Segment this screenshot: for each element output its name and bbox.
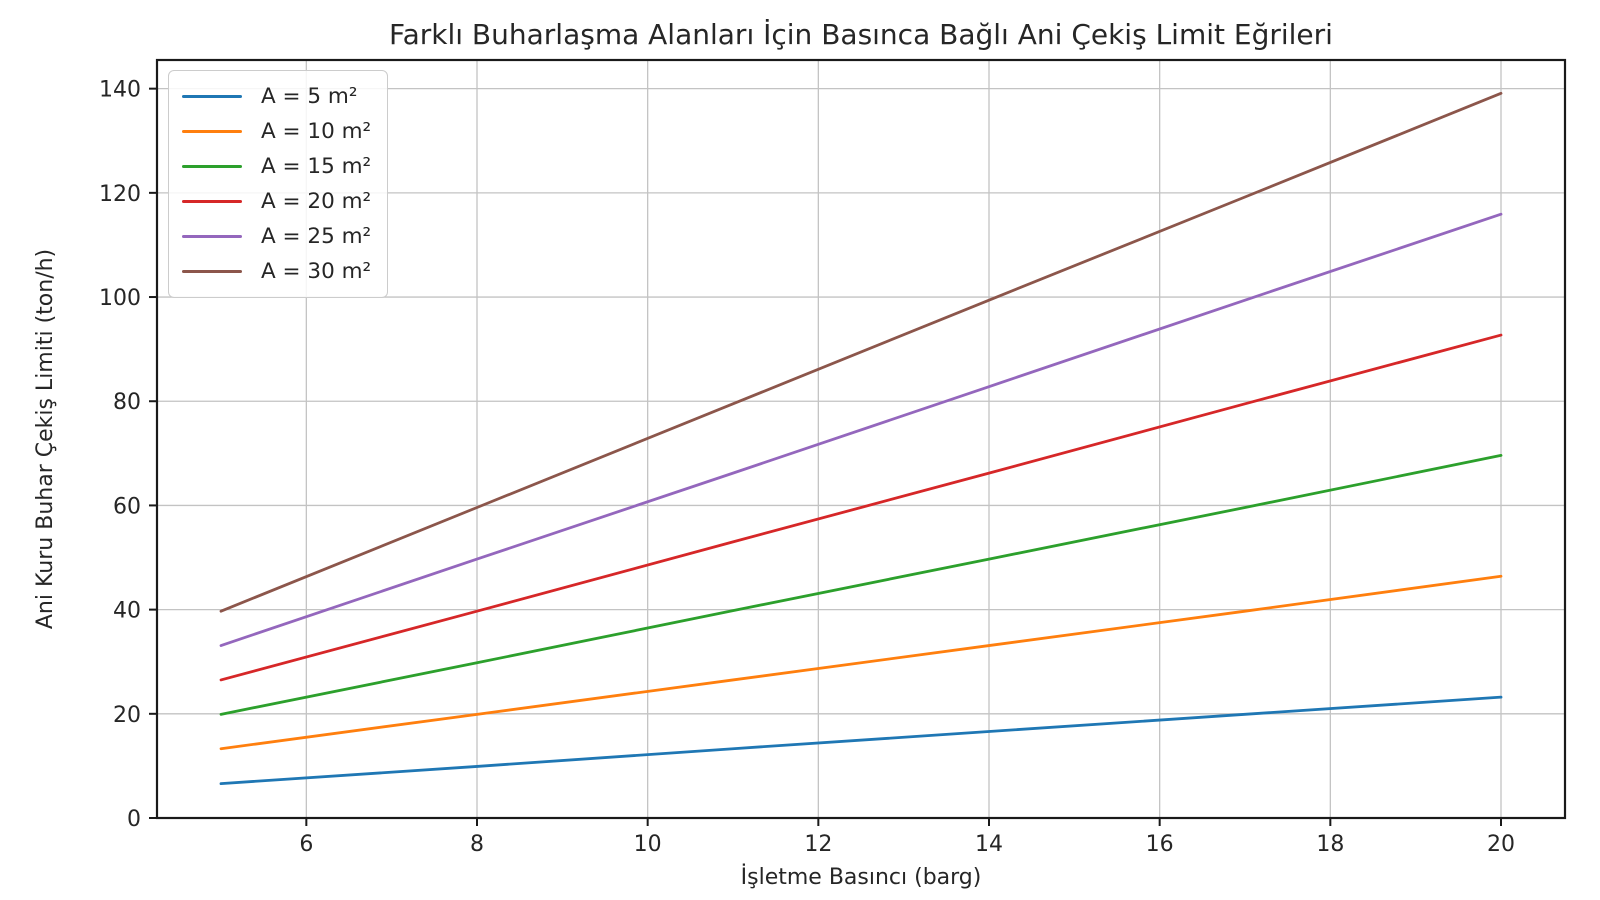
- legend-line-swatch: [182, 94, 242, 99]
- y-tick-label: 80: [113, 390, 141, 415]
- legend-line-swatch: [182, 199, 242, 204]
- legend-item: A = 5 m²: [182, 80, 371, 113]
- x-axis-label: İşletme Basıncı (barg): [741, 864, 982, 890]
- y-tick-label: 60: [113, 494, 141, 519]
- y-tick-label: 120: [99, 182, 141, 207]
- legend-line-swatch: [182, 234, 242, 239]
- series-line-10: [219, 574, 1503, 751]
- x-tick-label: 14: [975, 832, 1003, 857]
- x-tick-label: 6: [299, 832, 313, 857]
- y-tick-label: 100: [99, 286, 141, 311]
- y-tick-label: 20: [113, 703, 141, 728]
- legend-line-swatch: [182, 129, 242, 134]
- legend-line-swatch: [182, 164, 242, 169]
- legend-item: A = 10 m²: [182, 115, 371, 148]
- legend-item: A = 30 m²: [182, 255, 371, 288]
- legend-line-swatch: [182, 269, 242, 274]
- legend-item: A = 25 m²: [182, 220, 371, 253]
- legend-item: A = 15 m²: [182, 150, 371, 183]
- series-line-25: [219, 212, 1503, 647]
- x-tick-label: 18: [1316, 832, 1344, 857]
- gridlines: [157, 60, 1565, 819]
- y-axis-label: Ani Kuru Buhar Çekiş Limiti (ton/h): [33, 249, 58, 629]
- x-tick-label: 16: [1146, 832, 1174, 857]
- legend-item-label: A = 25 m²: [261, 224, 372, 249]
- legend-item-label: A = 15 m²: [261, 154, 372, 179]
- plot-border: [155, 58, 1567, 820]
- x-tick-label: 12: [804, 832, 832, 857]
- x-tick-label: 10: [634, 832, 662, 857]
- series-line-15: [219, 454, 1503, 716]
- x-tick-label: 20: [1487, 832, 1515, 857]
- legend-item: A = 20 m²: [182, 185, 371, 218]
- y-tick-label: 40: [113, 599, 141, 624]
- chart-title: Farklı Buharlaşma Alanları İçin Basınca …: [389, 18, 1333, 51]
- series-lines: [219, 91, 1503, 786]
- legend-item-label: A = 5 m²: [261, 84, 358, 109]
- y-tick-label: 140: [99, 78, 141, 103]
- legend-item-label: A = 10 m²: [261, 119, 372, 144]
- series-line-5: [219, 695, 1503, 786]
- x-tick-label: 8: [470, 832, 484, 857]
- axis-ticks: 6 8 10 12 14 16 18 20 0 20 40 60 80 100 120 140: [99, 78, 1515, 857]
- series-line-20: [219, 333, 1503, 682]
- series-line-30: [219, 91, 1503, 613]
- legend-item-label: A = 30 m²: [261, 259, 372, 284]
- legend-item-label: A = 20 m²: [261, 189, 372, 214]
- legend: A = 5 m² A = 10 m² A = 15 m² A = 20 m² A = 2…: [168, 70, 389, 298]
- y-tick-label: 0: [127, 807, 141, 832]
